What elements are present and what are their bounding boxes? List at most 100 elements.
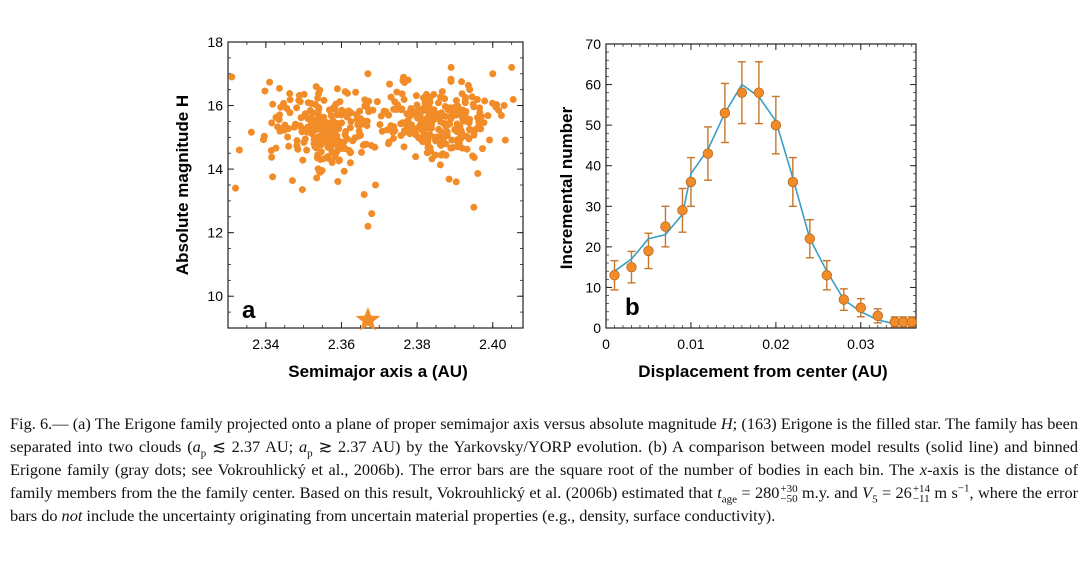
a-point — [293, 104, 301, 112]
a-point — [390, 134, 398, 142]
a-point — [437, 151, 445, 159]
a-point — [283, 104, 291, 112]
panel-b-series — [609, 61, 917, 328]
b-ytick-label: 10 — [585, 279, 601, 295]
a-point — [480, 119, 488, 127]
a-point — [300, 138, 308, 146]
figure: 2.34 2.36 2.38 2.40 10 12 14 16 18 a Semimajor a… — [173, 34, 917, 381]
a-point — [274, 123, 282, 131]
a-point — [495, 106, 503, 114]
a-point — [235, 146, 243, 154]
a-point — [446, 113, 454, 121]
a-point — [288, 177, 296, 185]
b-ytick-label: 70 — [585, 36, 601, 52]
t-error: +30 −50 — [780, 483, 798, 506]
a-point — [268, 153, 276, 161]
a-point — [298, 127, 306, 135]
a-point — [275, 84, 283, 92]
panel-a-points — [228, 63, 517, 331]
a-point — [317, 141, 325, 149]
panel-a-ticks: 2.34 2.36 2.38 2.40 10 12 14 16 18 — [207, 34, 523, 352]
a-point — [404, 76, 412, 84]
a-point — [232, 184, 240, 192]
a-point — [463, 132, 471, 140]
a-point — [459, 115, 467, 123]
a-point — [269, 173, 277, 181]
b-ytick-label: 20 — [585, 239, 601, 255]
a-point — [372, 181, 379, 189]
a-point — [416, 122, 424, 130]
a-point — [470, 203, 478, 211]
a-point — [356, 121, 364, 129]
a-ytick-label: 12 — [207, 225, 223, 241]
a-point — [327, 131, 335, 139]
a-point — [458, 130, 466, 138]
a-point — [421, 98, 429, 106]
a-point — [373, 98, 381, 106]
a-point — [304, 99, 312, 107]
panel-b-xlabel: Displacement from center (AU) — [638, 362, 887, 381]
a-point — [466, 126, 474, 134]
a-point — [436, 93, 444, 101]
a-point — [452, 97, 460, 105]
a-point — [422, 124, 430, 132]
panel-a-xlabel: Semimajor axis a (AU) — [288, 362, 468, 381]
a-point — [357, 131, 365, 139]
a-point — [486, 136, 494, 144]
a-point — [291, 120, 299, 128]
a-point — [361, 118, 369, 126]
a-point — [368, 210, 376, 218]
a-point — [280, 99, 288, 107]
a-point — [481, 97, 489, 105]
a-point — [389, 124, 397, 132]
a-point — [346, 124, 354, 132]
b-data-point — [770, 119, 782, 131]
b-data-point — [719, 107, 731, 119]
a-point — [500, 102, 508, 110]
a-point — [468, 93, 476, 101]
a-point — [508, 63, 516, 71]
a-point — [376, 120, 384, 128]
a-point — [312, 144, 320, 152]
a-point — [422, 117, 430, 125]
a-point — [342, 128, 350, 136]
a-point — [458, 78, 466, 86]
b-ytick-label: 50 — [585, 117, 601, 133]
a-point — [501, 136, 509, 144]
a-point — [327, 112, 335, 120]
a-point — [417, 135, 425, 143]
a-ytick-label: 16 — [207, 98, 223, 114]
a-point — [267, 147, 275, 155]
a-point — [346, 159, 354, 167]
a-point — [400, 96, 408, 104]
a-ytick-label: 10 — [207, 288, 223, 304]
a-point — [333, 85, 341, 93]
a-point — [293, 137, 301, 145]
a-point — [443, 120, 451, 128]
a-point — [464, 81, 472, 89]
panel-a-ylabel: Absolute magnitude H — [173, 95, 192, 275]
a-point — [261, 87, 269, 95]
a-point — [397, 131, 405, 139]
a-point — [334, 177, 342, 185]
a-point — [427, 147, 435, 155]
a-point — [284, 133, 292, 141]
a-point — [437, 141, 445, 149]
a-point — [335, 157, 343, 165]
b-xtick-label: 0 — [602, 336, 610, 352]
a-point — [413, 101, 421, 109]
a-point — [340, 144, 348, 152]
a-point — [316, 168, 324, 176]
a-point — [301, 112, 309, 120]
a-point — [448, 136, 456, 144]
a-point — [406, 130, 414, 138]
a-point — [319, 155, 327, 163]
a-point — [364, 70, 372, 78]
a-xtick-label: 2.38 — [403, 336, 430, 352]
a-point — [422, 107, 430, 115]
a-point — [433, 133, 441, 141]
a-point — [479, 145, 487, 153]
a-point — [397, 106, 405, 114]
a-point — [412, 153, 420, 161]
a-point — [439, 132, 447, 140]
